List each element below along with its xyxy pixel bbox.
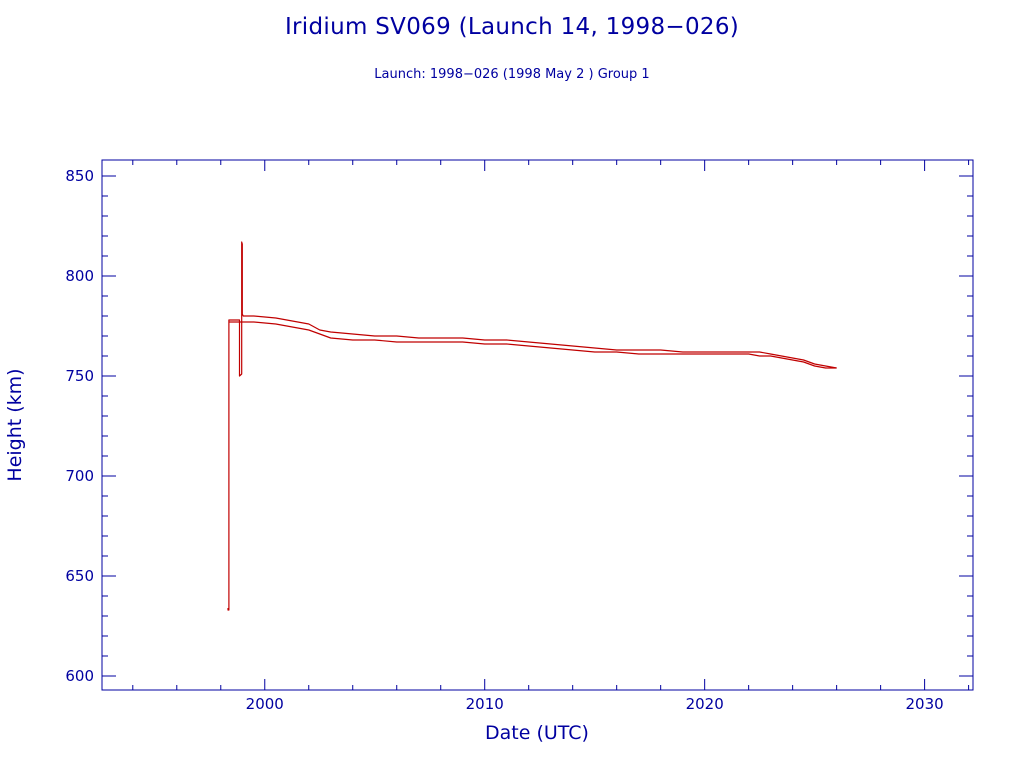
chart-subtitle: Launch: 1998−026 (1998 May 2 ) Group 1: [374, 67, 650, 82]
series-line-perigee: [228, 321, 837, 369]
y-tick-label: 800: [65, 267, 94, 285]
series-lines: [227, 241, 837, 611]
x-tick-label: 2030: [906, 695, 944, 713]
chart-title: Iridium SV069 (Launch 14, 1998−026): [284, 14, 740, 40]
plot-frame: [101, 159, 974, 691]
x-axis-title: Date (UTC): [485, 722, 589, 744]
y-tick-label: 700: [65, 467, 94, 485]
series-line-apogee: [227, 241, 837, 611]
axis-ticks: [102, 160, 973, 690]
x-tick-label: 2020: [686, 695, 724, 713]
tick-labels: 2000 2010 2020 2030 600 650 700 750 800 850: [65, 167, 943, 713]
y-tick-label: 750: [65, 367, 94, 385]
x-tick-label: 2010: [466, 695, 504, 713]
x-tick-label: 2000: [246, 695, 284, 713]
y-axis-title: Height (km): [4, 368, 26, 481]
y-tick-label: 850: [65, 167, 94, 185]
y-tick-label: 650: [65, 567, 94, 585]
y-tick-label: 600: [65, 667, 94, 685]
